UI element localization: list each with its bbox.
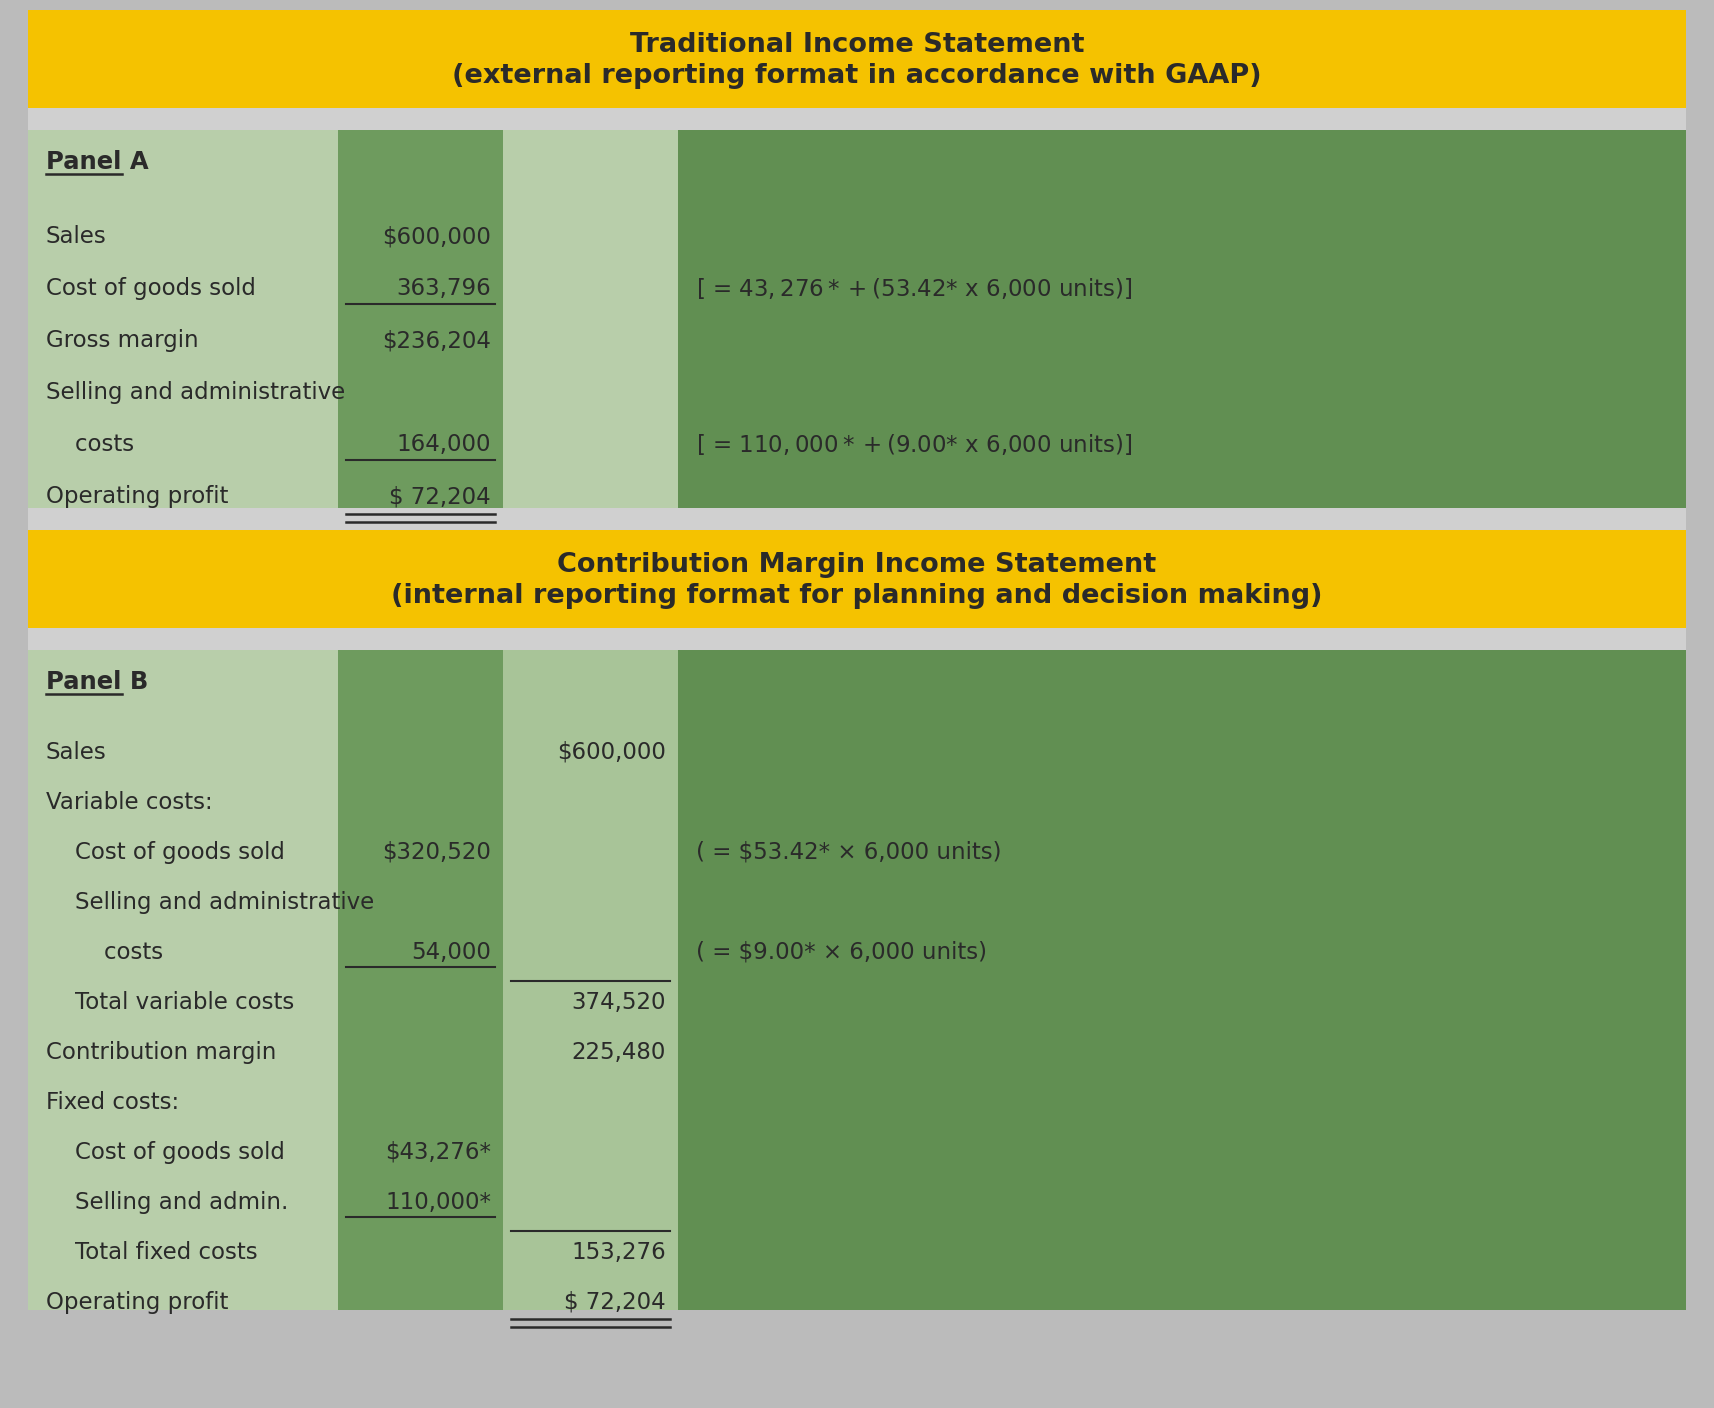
Text: Selling and administrative: Selling and administrative	[46, 382, 345, 404]
Text: Variable costs:: Variable costs:	[46, 791, 213, 814]
Text: costs: costs	[46, 941, 163, 964]
Text: Sales: Sales	[46, 741, 106, 765]
Text: Selling and admin.: Selling and admin.	[46, 1191, 288, 1214]
Text: Selling and administrative: Selling and administrative	[46, 891, 374, 914]
Text: Cost of goods sold: Cost of goods sold	[46, 1140, 285, 1164]
Bar	[27, 10, 1687, 108]
Text: [ = $43,276* + ($53.42* x 6,000 units)]: [ = $43,276* + ($53.42* x 6,000 units)]	[696, 276, 1133, 301]
Bar	[338, 130, 502, 508]
Text: 54,000: 54,000	[411, 941, 490, 964]
Text: 374,520: 374,520	[571, 991, 667, 1014]
Text: $ 72,204: $ 72,204	[389, 486, 490, 508]
Text: 153,276: 153,276	[571, 1240, 667, 1264]
Text: $320,520: $320,520	[382, 841, 490, 865]
Text: $600,000: $600,000	[382, 225, 490, 248]
Bar	[27, 529, 1687, 628]
Text: Traditional Income Statement: Traditional Income Statement	[629, 32, 1085, 58]
Bar	[27, 628, 1687, 650]
Text: Panel B: Panel B	[46, 670, 149, 694]
Text: Total fixed costs: Total fixed costs	[46, 1240, 257, 1264]
Text: Sales: Sales	[46, 225, 106, 248]
Bar	[27, 508, 1687, 529]
Text: $236,204: $236,204	[382, 329, 490, 352]
Bar	[338, 650, 502, 1309]
Text: 363,796: 363,796	[396, 277, 490, 300]
Text: $ 72,204: $ 72,204	[564, 1291, 667, 1314]
Text: Contribution margin: Contribution margin	[46, 1041, 276, 1064]
Text: Gross margin: Gross margin	[46, 329, 199, 352]
Text: Panel A: Panel A	[46, 151, 149, 175]
Bar	[679, 130, 1687, 508]
Text: costs: costs	[46, 434, 134, 456]
Bar	[679, 650, 1687, 1309]
Text: Contribution Margin Income Statement: Contribution Margin Income Statement	[557, 552, 1157, 579]
Bar	[502, 650, 679, 1309]
Text: Operating profit: Operating profit	[46, 486, 228, 508]
Text: $43,276*: $43,276*	[386, 1140, 490, 1164]
Text: Operating profit: Operating profit	[46, 1291, 228, 1314]
Text: ( = $9.00* × 6,000 units): ( = $9.00* × 6,000 units)	[696, 941, 987, 964]
Text: 164,000: 164,000	[396, 434, 490, 456]
Text: Cost of goods sold: Cost of goods sold	[46, 277, 255, 300]
Text: 225,480: 225,480	[572, 1041, 667, 1064]
Text: $600,000: $600,000	[557, 741, 667, 765]
Text: Cost of goods sold: Cost of goods sold	[46, 841, 285, 865]
Text: (internal reporting format for planning and decision making): (internal reporting format for planning …	[391, 583, 1323, 610]
Text: Fixed costs:: Fixed costs:	[46, 1091, 180, 1114]
Text: (external reporting format in accordance with GAAP): (external reporting format in accordance…	[452, 63, 1262, 89]
Bar	[27, 650, 1687, 1309]
Text: ( = $53.42* × 6,000 units): ( = $53.42* × 6,000 units)	[696, 841, 1001, 865]
Text: Total variable costs: Total variable costs	[46, 991, 295, 1014]
Text: 110,000*: 110,000*	[386, 1191, 490, 1214]
Bar	[27, 130, 1687, 508]
Text: [ = $110,000* + ($9.00* x 6,000 units)]: [ = $110,000* + ($9.00* x 6,000 units)]	[696, 432, 1133, 458]
Bar	[27, 108, 1687, 130]
